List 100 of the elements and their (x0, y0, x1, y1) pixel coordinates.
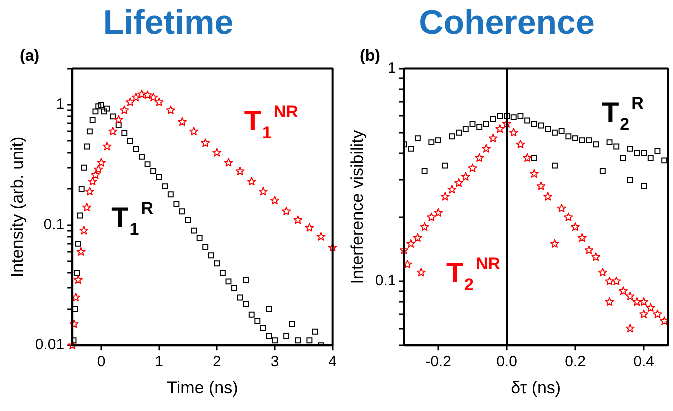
point (634, 150, 640, 156)
point (584, 246, 594, 254)
y-axis-title: Interference visibility (348, 130, 367, 284)
point (85, 187, 94, 196)
point (448, 185, 457, 194)
point (116, 122, 122, 128)
point (605, 297, 614, 306)
text: (a) (20, 48, 40, 66)
point (139, 154, 145, 160)
point (306, 338, 313, 344)
point (620, 155, 626, 162)
point (414, 136, 421, 142)
point (212, 148, 222, 157)
point (295, 338, 302, 344)
point (531, 121, 538, 128)
point (162, 184, 168, 190)
point (454, 178, 464, 188)
point (593, 142, 600, 148)
point (488, 134, 498, 142)
point (579, 138, 586, 144)
point (201, 138, 210, 148)
point (468, 164, 478, 172)
x-tick-label: 2 (212, 354, 222, 371)
point (640, 297, 649, 306)
point (614, 144, 620, 150)
point (98, 102, 104, 108)
point (282, 206, 292, 216)
point (70, 320, 79, 328)
point (592, 252, 601, 262)
point (248, 312, 255, 318)
point (266, 306, 272, 312)
x-axis-title: Time (ns) (167, 378, 238, 398)
point (626, 292, 635, 300)
point (133, 146, 140, 152)
point (600, 168, 606, 174)
point (294, 216, 303, 224)
y-tick-label: 1 (56, 96, 65, 114)
point (523, 154, 532, 162)
point (196, 235, 203, 242)
point (104, 106, 110, 112)
point (214, 260, 220, 267)
point (476, 124, 483, 130)
point (653, 310, 662, 318)
point (114, 115, 124, 124)
x-axis-title: δτ (ns) (511, 378, 562, 398)
point (179, 208, 186, 215)
point (516, 140, 526, 149)
point (143, 90, 152, 100)
y-tick-label: 0.1 (375, 272, 396, 290)
point (122, 130, 128, 136)
y-axis-title: Intensity (arb. unit) (8, 136, 27, 278)
point (470, 121, 476, 128)
point (156, 174, 162, 180)
point (328, 243, 338, 252)
point (312, 328, 318, 335)
y-tick-label: 0.1 (44, 216, 65, 234)
point (254, 318, 261, 324)
point (144, 162, 151, 168)
point (626, 324, 635, 333)
point (538, 122, 544, 129)
point (132, 93, 141, 102)
point (149, 93, 158, 102)
point (305, 223, 314, 232)
point (632, 297, 642, 306)
point (284, 333, 290, 340)
point (641, 183, 647, 190)
point (552, 162, 558, 169)
point (74, 275, 83, 284)
point (434, 208, 443, 217)
y-tick-label: 0.01 (35, 336, 65, 354)
point (88, 177, 98, 186)
point (78, 186, 85, 192)
point (509, 128, 518, 137)
point (586, 138, 592, 144)
point (564, 212, 574, 222)
point (475, 154, 484, 162)
point (174, 201, 180, 208)
point (442, 162, 448, 169)
point (490, 116, 496, 122)
point (578, 233, 587, 242)
text: (b) (360, 48, 380, 66)
point (408, 146, 414, 152)
point (208, 252, 214, 259)
point (413, 233, 422, 242)
point (403, 260, 412, 269)
point (260, 325, 266, 331)
point (168, 192, 174, 198)
point (202, 244, 209, 250)
point (74, 270, 80, 276)
point (406, 239, 416, 248)
point (428, 140, 435, 146)
point (618, 286, 628, 296)
point (524, 118, 531, 124)
point (96, 104, 102, 110)
point (571, 222, 580, 232)
point (226, 278, 232, 285)
point (641, 150, 647, 156)
point (77, 212, 84, 219)
point (72, 293, 81, 302)
point (102, 142, 112, 151)
